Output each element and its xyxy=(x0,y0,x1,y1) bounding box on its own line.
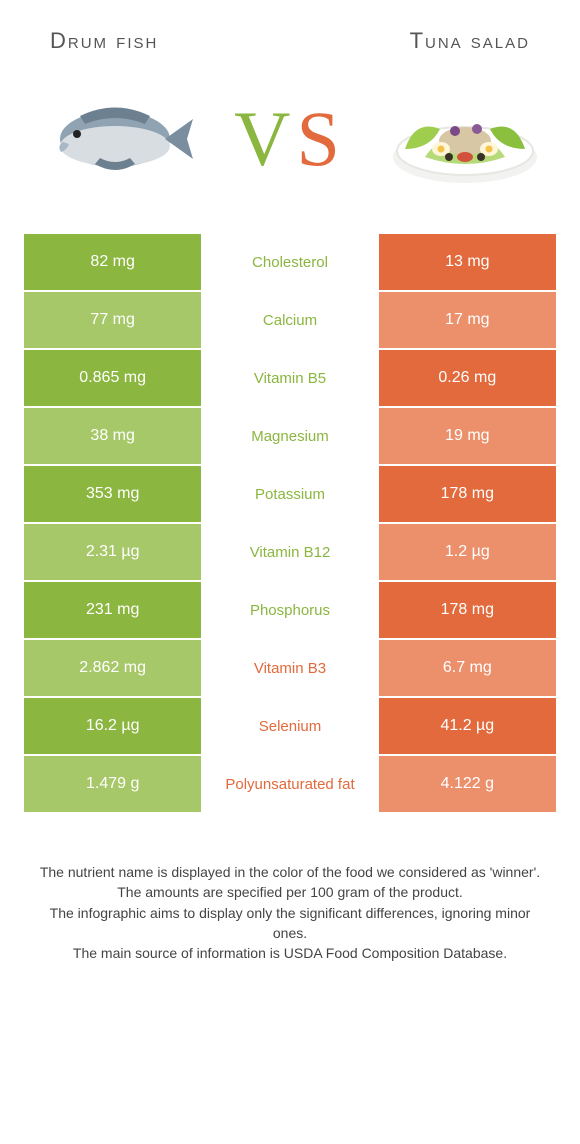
nutrient-name: Potassium xyxy=(201,466,378,522)
left-value: 231 mg xyxy=(24,582,201,638)
nutrient-name: Polyunsaturated fat xyxy=(201,756,378,812)
nutrient-name: Vitamin B12 xyxy=(201,524,378,580)
nutrient-row: 0.865 mgVitamin B50.26 mg xyxy=(24,350,556,406)
left-value: 353 mg xyxy=(24,466,201,522)
footer-line-2: The amounts are specified per 100 gram o… xyxy=(36,882,544,902)
nutrient-table: 82 mgCholesterol13 mg77 mgCalcium17 mg0.… xyxy=(0,234,580,812)
nutrient-row: 38 mgMagnesium19 mg xyxy=(24,408,556,464)
nutrient-row: 77 mgCalcium17 mg xyxy=(24,292,556,348)
nutrient-row: 2.862 mgVitamin B36.7 mg xyxy=(24,640,556,696)
left-value: 2.31 µg xyxy=(24,524,201,580)
footer-notes: The nutrient name is displayed in the co… xyxy=(0,814,580,963)
nutrient-row: 1.479 gPolyunsaturated fat4.122 g xyxy=(24,756,556,812)
right-value: 178 mg xyxy=(379,466,556,522)
left-value: 38 mg xyxy=(24,408,201,464)
left-value: 1.479 g xyxy=(24,756,201,812)
vs-label: VS xyxy=(234,94,346,184)
left-value: 2.862 mg xyxy=(24,640,201,696)
left-value: 77 mg xyxy=(24,292,201,348)
left-food-image xyxy=(30,74,200,204)
nutrient-name: Selenium xyxy=(201,698,378,754)
right-value: 178 mg xyxy=(379,582,556,638)
footer-line-3: The infographic aims to display only the… xyxy=(36,903,544,944)
drum-fish-icon xyxy=(35,94,195,184)
vs-s: S xyxy=(296,95,345,182)
nutrient-row: 353 mgPotassium178 mg xyxy=(24,466,556,522)
right-food-title: Tuna salad xyxy=(410,28,530,54)
header-row: Drum fish Tuna salad xyxy=(0,0,580,54)
nutrient-name: Vitamin B5 xyxy=(201,350,378,406)
right-food-image xyxy=(380,74,550,204)
nutrient-name: Vitamin B3 xyxy=(201,640,378,696)
right-value: 4.122 g xyxy=(379,756,556,812)
vs-row: VS xyxy=(0,54,580,234)
tuna-salad-icon xyxy=(385,79,545,199)
left-value: 16.2 µg xyxy=(24,698,201,754)
right-value: 1.2 µg xyxy=(379,524,556,580)
right-value: 41.2 µg xyxy=(379,698,556,754)
left-value: 0.865 mg xyxy=(24,350,201,406)
right-value: 13 mg xyxy=(379,234,556,290)
footer-line-4: The main source of information is USDA F… xyxy=(36,943,544,963)
right-value: 0.26 mg xyxy=(379,350,556,406)
nutrient-name: Cholesterol xyxy=(201,234,378,290)
right-value: 6.7 mg xyxy=(379,640,556,696)
right-value: 19 mg xyxy=(379,408,556,464)
right-value: 17 mg xyxy=(379,292,556,348)
nutrient-row: 2.31 µgVitamin B121.2 µg xyxy=(24,524,556,580)
nutrient-row: 82 mgCholesterol13 mg xyxy=(24,234,556,290)
nutrient-name: Phosphorus xyxy=(201,582,378,638)
footer-line-1: The nutrient name is displayed in the co… xyxy=(36,862,544,882)
nutrient-row: 16.2 µgSelenium41.2 µg xyxy=(24,698,556,754)
nutrient-row: 231 mgPhosphorus178 mg xyxy=(24,582,556,638)
nutrient-name: Calcium xyxy=(201,292,378,348)
vs-v: V xyxy=(234,95,296,182)
left-food-title: Drum fish xyxy=(50,28,158,54)
left-value: 82 mg xyxy=(24,234,201,290)
nutrient-name: Magnesium xyxy=(201,408,378,464)
